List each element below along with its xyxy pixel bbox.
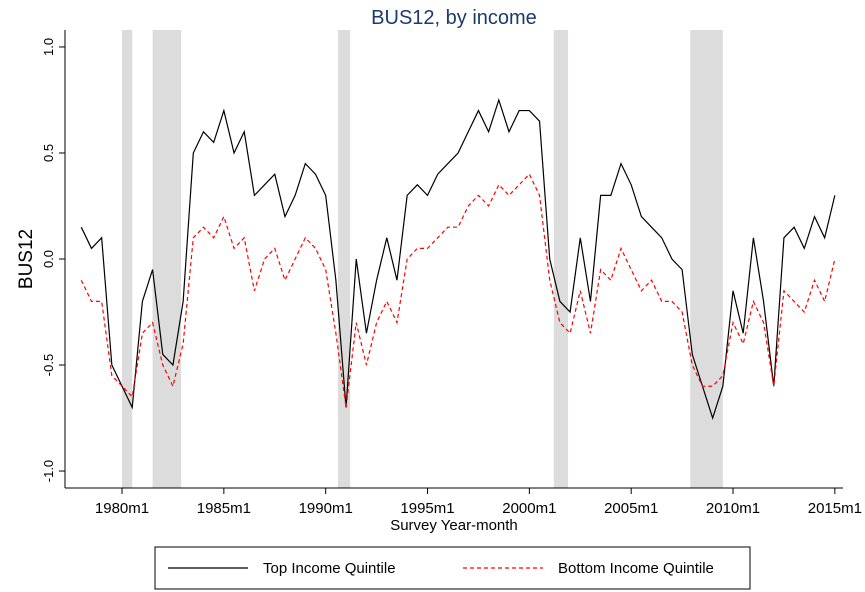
recession-band [122,30,133,488]
recession-band [152,30,182,488]
legend-label: Bottom Income Quintile [558,560,714,577]
x-tick-label: 1995m1 [400,500,454,517]
x-tick-label: 2000m1 [502,500,556,517]
y-tick-label: -0.5 [41,354,56,376]
x-tick-label: 1980m1 [95,500,149,517]
x-tick-label: 2010m1 [706,500,760,517]
recession-band [337,30,351,488]
recession-band [553,30,569,488]
chart-title: BUS12, by income [371,7,537,29]
legend-label: Top Income Quintile [263,560,396,577]
series-line [80,98,836,420]
recession-band [690,30,723,488]
x-tick-label: 2015m1 [808,500,862,517]
y-tick-label: 1.0 [41,38,56,56]
y-axis-label: BUS12 [16,229,37,289]
series-line [80,173,836,408]
x-tick-label: 1985m1 [197,500,251,517]
x-tick-label: 2005m1 [604,500,658,517]
y-tick-label: 0.0 [41,250,56,268]
y-tick-label: 0.5 [41,144,56,162]
x-axis-label: Survey Year-month [390,517,518,534]
x-tick-label: 1990m1 [299,500,353,517]
legend-box [154,546,751,590]
y-tick-label: -1.0 [41,460,56,482]
